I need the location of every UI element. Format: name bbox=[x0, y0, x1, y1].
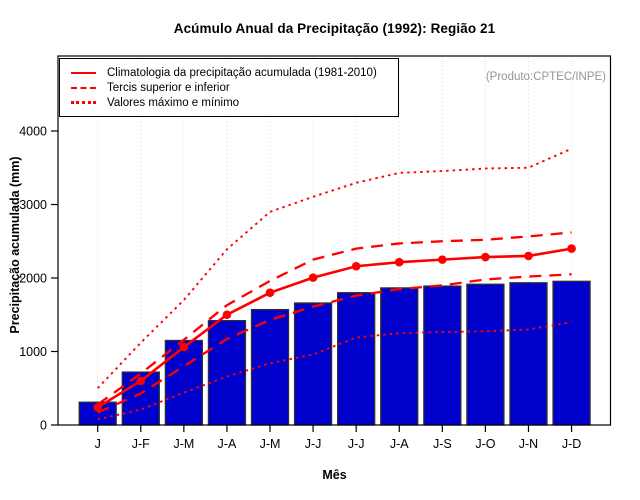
climatology-point bbox=[136, 376, 146, 386]
line-dotted bbox=[97, 321, 572, 421]
legend-item-max-min: Valores máximo e mínimo bbox=[71, 95, 398, 110]
bar-J-M bbox=[164, 339, 204, 426]
line-dashed bbox=[97, 231, 572, 406]
y-axis-title: Precipitação acumulada (mm) bbox=[8, 156, 22, 334]
x-tick-label: J-A bbox=[218, 437, 237, 451]
y-tick-label: 2000 bbox=[19, 272, 47, 286]
bar-J-N bbox=[509, 282, 548, 426]
climatology-point bbox=[481, 252, 490, 262]
legend-label-climatologia: Climatologia da precipitação acumulada (… bbox=[107, 66, 377, 79]
line-dashed bbox=[97, 273, 572, 414]
climatology-point bbox=[567, 244, 576, 253]
y-tick-label: 0 bbox=[40, 419, 47, 433]
line-solid bbox=[97, 247, 572, 409]
climatology-point bbox=[524, 251, 533, 261]
x-tick-label: J-J bbox=[348, 437, 365, 451]
y-tick-label: 3000 bbox=[19, 198, 47, 212]
legend-box: Climatologia da precipitação acumulada (… bbox=[59, 58, 399, 117]
legend-item-tercis: Tercis superior e inferior bbox=[71, 80, 398, 95]
legend-label-max-min: Valores máximo e mínimo bbox=[107, 96, 240, 109]
chart-title: Acúmulo Anual da Precipitação (1992): Re… bbox=[173, 21, 496, 36]
x-tick-label: J-S bbox=[433, 437, 452, 451]
plot-border bbox=[57, 55, 612, 426]
solid-line-swatch-icon bbox=[71, 71, 96, 74]
x-tick-label: J-J bbox=[305, 437, 322, 451]
climatology-point bbox=[394, 257, 404, 267]
climatology-point bbox=[179, 342, 189, 352]
y-tick-label: 1000 bbox=[19, 345, 47, 359]
climatology-point bbox=[93, 403, 102, 412]
bar-J-S bbox=[423, 285, 462, 426]
bar-J-O bbox=[466, 283, 505, 426]
bar-J-D bbox=[552, 280, 591, 426]
dotted-line-swatch-icon bbox=[71, 101, 96, 104]
x-tick-label: J bbox=[95, 437, 101, 451]
source-note: (Produto:CPTEC/INPE) bbox=[485, 71, 606, 83]
line-dotted bbox=[97, 147, 572, 389]
climatology-point bbox=[308, 273, 318, 282]
dashed-line-swatch-icon bbox=[71, 86, 96, 89]
bar-J-J bbox=[293, 302, 333, 426]
x-tick-label: J-D bbox=[562, 437, 581, 451]
x-tick-label: J-M bbox=[260, 437, 281, 451]
climatology-point bbox=[265, 288, 275, 298]
x-tick-label: J-O bbox=[475, 437, 495, 451]
climatology-point bbox=[222, 310, 232, 320]
climatology-point bbox=[351, 261, 361, 271]
bar-J-J bbox=[337, 292, 376, 426]
legend-label-tercis: Tercis superior e inferior bbox=[107, 81, 230, 94]
climatology-point bbox=[438, 255, 447, 264]
x-axis-title: Mês bbox=[322, 468, 347, 482]
x-tick-label: J-A bbox=[390, 437, 409, 451]
bar-J-A bbox=[380, 287, 419, 426]
bar-J-M bbox=[250, 308, 290, 426]
legend-item-climatologia: Climatologia da precipitação acumulada (… bbox=[71, 65, 398, 80]
x-tick-label: J-N bbox=[519, 437, 538, 451]
x-tick-label: J-F bbox=[132, 437, 150, 451]
y-tick-label: 4000 bbox=[19, 125, 47, 139]
x-tick-label: J-M bbox=[173, 437, 194, 451]
